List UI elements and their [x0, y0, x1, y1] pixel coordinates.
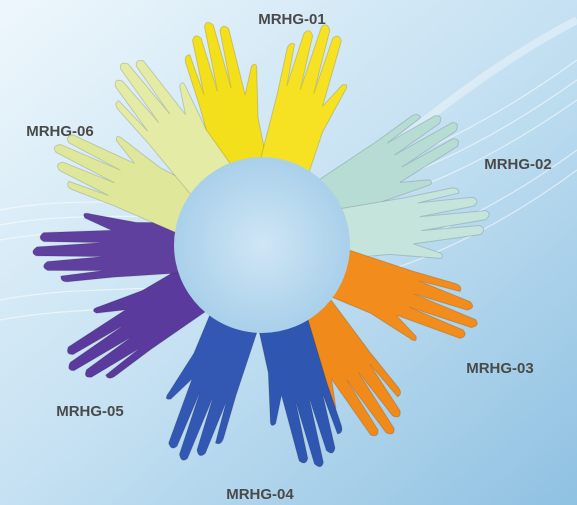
product-label: MRHG-02	[484, 156, 552, 173]
product-label: MRHG-06	[26, 123, 94, 140]
product-label: MRHG-01	[258, 11, 326, 28]
product-image: MRHG-01 MRHG-02 MRHG-03 MRHG-04 MRHG-05 …	[0, 0, 577, 505]
page: {"labels": ["MRHG-01", "MRHG-02", "MRHG-…	[0, 0, 577, 505]
product-label: MRHG-03	[466, 360, 534, 377]
product-label: MRHG-04	[226, 486, 294, 503]
product-label: MRHG-05	[56, 403, 124, 420]
